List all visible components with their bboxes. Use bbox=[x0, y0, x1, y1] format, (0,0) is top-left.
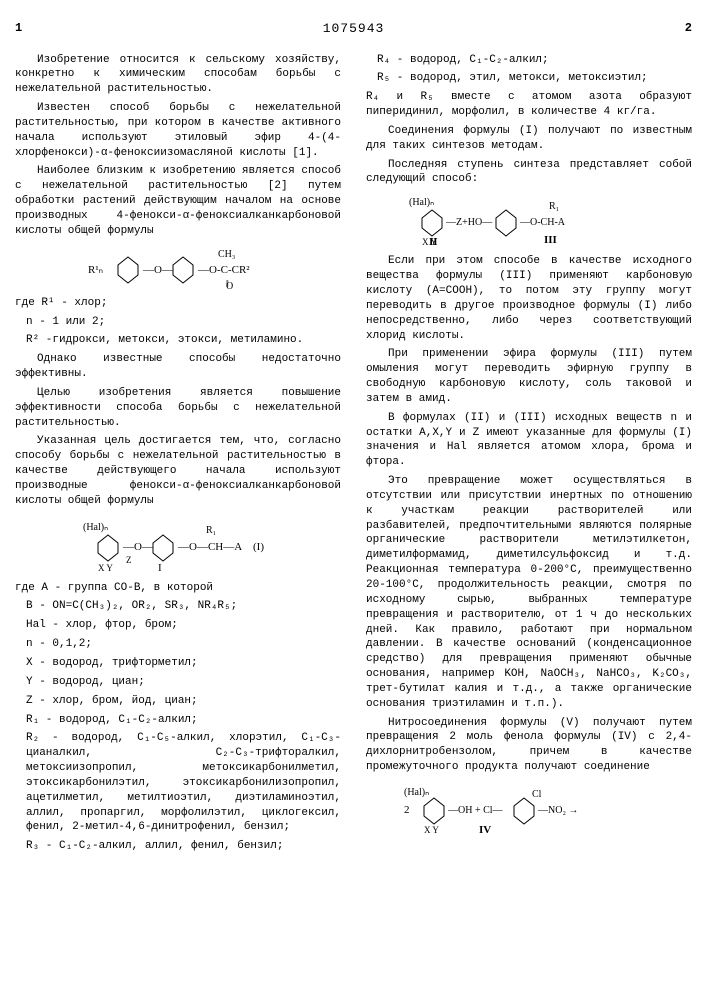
svg-text:R₁: R₁ bbox=[206, 525, 216, 536]
svg-text:O: O bbox=[226, 281, 233, 290]
svg-text:—O-C-CR²: —O-C-CR² bbox=[197, 264, 250, 276]
svg-text:I: I bbox=[158, 562, 162, 574]
formula-def: B - ON=C(CH₃)₂, OR₂, SR₃, NR₄R₅; bbox=[26, 599, 341, 614]
svg-text:—Z+HO—: —Z+HO— bbox=[445, 217, 493, 228]
formula-def: R₄ - водород, C₁-C₂-алкил; bbox=[377, 53, 692, 68]
formula-where: где R¹ - хлор; bbox=[15, 296, 341, 311]
formula-def: R² -гидрокси, метокси, этокси, метиламин… bbox=[26, 333, 341, 348]
svg-text:(Hal)ₙ: (Hal)ₙ bbox=[83, 522, 108, 533]
svg-text:(Hal)ₙ: (Hal)ₙ bbox=[404, 787, 429, 798]
formula-def: n - 0,1,2; bbox=[26, 637, 341, 652]
chemical-formula-4: (Hal)ₙ 2 X Y —OH + Cl— Cl —NO₂ → IV bbox=[366, 781, 692, 836]
svg-text:II: II bbox=[429, 236, 438, 248]
svg-text:X Y: X Y bbox=[424, 825, 439, 835]
para: Однако известные способы недостаточно эф… bbox=[15, 352, 341, 382]
left-column: Изобретение относится к сельскому хозяйс… bbox=[15, 53, 341, 859]
svg-text:R¹ₙ: R¹ₙ bbox=[88, 264, 103, 276]
svg-text:—O—: —O— bbox=[142, 264, 174, 276]
para: Целью изобретения является повышение эфф… bbox=[15, 386, 341, 431]
svg-text:III: III bbox=[544, 234, 557, 246]
para: Известен способ борьбы с нежелательной р… bbox=[15, 101, 341, 160]
formula-def: Hal - хлор, фтор, бром; bbox=[26, 618, 341, 633]
chemical-formula-3: (Hal)ₙ X Y —Z+HO— —O-CH-A R₁ II III bbox=[366, 193, 692, 248]
right-column: R₄ - водород, C₁-C₂-алкил; R₅ - водород,… bbox=[366, 53, 692, 859]
svg-text:—O-CH-A: —O-CH-A bbox=[519, 217, 566, 228]
formula-def: Z - хлор, бром, йод, циан; bbox=[26, 694, 341, 709]
chemical-formula-2: (Hal)ₙ X Y —O— —O—CH—A R₁ I (I) Z bbox=[15, 515, 341, 575]
formula-def: R₅ - водород, этил, метокси, метоксиэтил… bbox=[377, 71, 692, 86]
page-number-right: 2 bbox=[685, 20, 692, 38]
formula-def: Y - водород, циан; bbox=[26, 675, 341, 690]
chemical-formula-1: R¹ₙ —O— —O-C-CR² CH₃ ‖ O bbox=[15, 245, 341, 290]
svg-text:—O—CH—A: —O—CH—A bbox=[177, 541, 242, 553]
svg-text:—O—: —O— bbox=[122, 541, 154, 553]
svg-text:—OH + Cl—: —OH + Cl— bbox=[447, 805, 504, 816]
formula-def: X - водород, трифторметил; bbox=[26, 656, 341, 671]
svg-text:IV: IV bbox=[479, 824, 491, 836]
formula-where: где A - группа CO-B, в которой bbox=[15, 581, 341, 596]
formula-def: R₂ - водород, C₁-C₅-алкил, хлорэтил, C₁-… bbox=[26, 731, 341, 835]
formula-def: R₄ и R₅ вместе с атомом азота образуют п… bbox=[366, 90, 692, 120]
para: Если при этом способе в качестве исходно… bbox=[366, 254, 692, 343]
para: Изобретение относится к сельскому хозяйс… bbox=[15, 53, 341, 98]
header-row: 1 1075943 2 bbox=[15, 20, 692, 38]
svg-text:(Hal)ₙ: (Hal)ₙ bbox=[409, 197, 434, 208]
page-content: Изобретение относится к сельскому хозяйс… bbox=[15, 53, 692, 859]
para: При применении эфира формулы (III) путем… bbox=[366, 347, 692, 406]
svg-text:CH₃: CH₃ bbox=[218, 249, 235, 260]
formula-def: n - 1 или 2; bbox=[26, 315, 341, 330]
svg-text:Cl: Cl bbox=[532, 789, 542, 800]
svg-text:R₁: R₁ bbox=[549, 201, 559, 212]
para: В формулах (II) и (III) исходных веществ… bbox=[366, 411, 692, 470]
para: Последняя ступень синтеза представляет с… bbox=[366, 158, 692, 188]
para: Наиболее близким к изобретению является … bbox=[15, 164, 341, 238]
para: Указанная цель достигается тем, что, сог… bbox=[15, 434, 341, 508]
para: Это превращение может осуществляться в о… bbox=[366, 474, 692, 712]
svg-text:X Y: X Y bbox=[98, 563, 113, 573]
svg-text:Z: Z bbox=[126, 555, 132, 565]
svg-text:2: 2 bbox=[404, 804, 410, 816]
page-number-left: 1 bbox=[15, 20, 22, 38]
para: Нитросоединения формулы (V) получают пут… bbox=[366, 716, 692, 775]
para: Соединения формулы (I) получают по извес… bbox=[366, 124, 692, 154]
svg-text:—NO₂ →: —NO₂ → bbox=[537, 805, 578, 816]
formula-def: R₃ - C₁-C₂-алкил, аллил, фенил, бензил; bbox=[26, 839, 341, 854]
formula-def: R₁ - водород, C₁-C₂-алкил; bbox=[26, 713, 341, 728]
svg-text:(I): (I) bbox=[253, 541, 264, 553]
patent-number: 1075943 bbox=[323, 20, 385, 38]
